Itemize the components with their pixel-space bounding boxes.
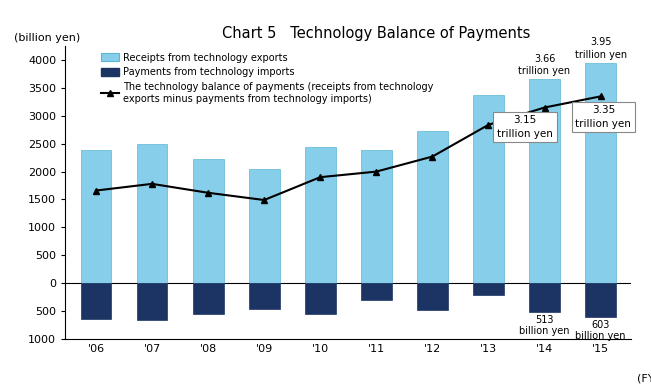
Bar bbox=[417, 283, 448, 310]
Bar bbox=[305, 147, 336, 283]
Bar bbox=[193, 283, 223, 314]
Bar bbox=[305, 283, 336, 314]
Text: (billion yen): (billion yen) bbox=[14, 33, 80, 43]
Legend: Receipts from technology exports, Payments from technology imports, The technolo: Receipts from technology exports, Paymen… bbox=[101, 52, 434, 104]
Bar bbox=[529, 283, 560, 312]
Bar bbox=[137, 283, 167, 320]
Bar bbox=[249, 283, 279, 309]
Bar bbox=[473, 283, 504, 295]
Title: Chart 5   Technology Balance of Payments: Chart 5 Technology Balance of Payments bbox=[223, 26, 531, 41]
Text: 603
billion yen: 603 billion yen bbox=[575, 320, 626, 341]
Text: 3.66
trillion yen: 3.66 trillion yen bbox=[518, 54, 571, 76]
Text: 3.15
trillion yen: 3.15 trillion yen bbox=[497, 116, 553, 139]
Text: 513
billion yen: 513 billion yen bbox=[519, 315, 570, 336]
Bar bbox=[585, 63, 616, 283]
Bar bbox=[137, 144, 167, 283]
Bar bbox=[249, 169, 279, 283]
Bar bbox=[81, 151, 111, 283]
Bar bbox=[81, 283, 111, 319]
Bar bbox=[193, 159, 223, 283]
Text: 3.95
trillion yen: 3.95 trillion yen bbox=[575, 37, 627, 60]
Bar bbox=[417, 131, 448, 283]
Text: 3.35
trillion yen: 3.35 trillion yen bbox=[575, 105, 631, 129]
Bar bbox=[529, 79, 560, 283]
Bar bbox=[361, 150, 392, 283]
Bar bbox=[585, 283, 616, 317]
Bar bbox=[361, 283, 392, 300]
Text: (FY): (FY) bbox=[637, 374, 651, 384]
Bar bbox=[473, 95, 504, 283]
